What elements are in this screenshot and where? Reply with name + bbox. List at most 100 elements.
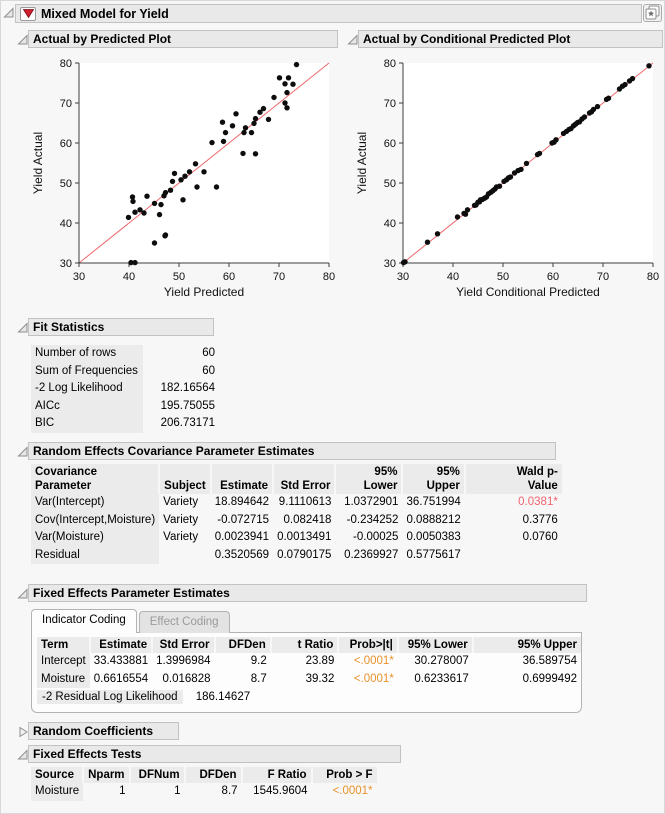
table-cell: Residual	[31, 546, 160, 564]
red-triangle-menu-icon[interactable]	[20, 6, 36, 21]
data-point	[282, 100, 288, 106]
disclosure-open-icon[interactable]	[17, 34, 29, 46]
disclosure-open-icon[interactable]	[347, 34, 359, 46]
y-tick-label: 80	[384, 58, 396, 70]
table-cell: Variety	[163, 513, 199, 526]
identity-line	[78, 62, 330, 264]
table-row: Var(Intercept) Variety 18.894642 9.1110613 1…	[31, 494, 562, 512]
disclosure-open-icon[interactable]	[17, 322, 29, 334]
data-point	[129, 194, 136, 200]
column-header: Nparm	[82, 767, 130, 783]
data-point	[240, 150, 246, 157]
table-cell: 182.16564	[160, 382, 215, 395]
data-point	[464, 207, 471, 213]
x-axis-label: Yield Conditional Predicted	[456, 285, 600, 299]
data-point	[128, 259, 134, 266]
data-point	[125, 214, 132, 221]
y-tick-label: 80	[60, 58, 72, 70]
data-point	[284, 89, 290, 96]
bookmark-window-icon[interactable]	[643, 4, 662, 22]
table-cell: 0.3520569	[214, 548, 270, 561]
data-point	[523, 160, 530, 167]
table-cell: Variety	[163, 496, 199, 509]
data-point	[271, 94, 277, 101]
data-point	[194, 184, 200, 190]
data-point	[285, 75, 292, 81]
x-tick-label: 50	[173, 271, 185, 283]
table-cell: 0.6616554	[93, 672, 149, 685]
table-cell: Moisture	[37, 670, 90, 688]
x-tick-label: 40	[447, 271, 459, 283]
table-cell: 23.89	[305, 655, 335, 668]
table-cell: 36.589754	[522, 655, 577, 668]
table-cell: Moisture	[31, 783, 84, 801]
table-cell: 0.0790175	[277, 548, 332, 561]
residual-log-likelihood-value: 186.14627	[195, 691, 251, 703]
data-point	[248, 129, 255, 136]
column-header: t Ratio	[269, 637, 339, 653]
column-header: Term	[37, 637, 90, 653]
table-row: Intercept 33.433881 1.3996984 9.2 23.89 <.000…	[37, 653, 581, 671]
table-cell: Var(Intercept)	[31, 494, 160, 512]
table-cell: -0.00025	[353, 531, 399, 544]
table-cell: 206.73171	[160, 417, 215, 430]
disclosure-open-icon[interactable]	[17, 446, 29, 458]
table-cell: 0.0050383	[406, 531, 461, 544]
tab-indicator-coding[interactable]: Indicator Coding	[31, 609, 137, 633]
disclosure-open-icon[interactable]	[17, 588, 29, 600]
table-cell: 0.0760	[522, 531, 558, 544]
disclosure-open-icon[interactable]	[17, 749, 29, 761]
data-point	[507, 174, 514, 180]
disclosure-closed-icon[interactable]	[17, 726, 29, 738]
data-point	[132, 259, 138, 266]
fixed-effects-estimates-table: Term Estimate Std Error DFDen t Ratio Prob>|t…	[37, 637, 581, 688]
column-header: DFDen	[183, 767, 242, 783]
data-point	[590, 106, 597, 113]
y-tick-label: 60	[60, 138, 72, 150]
table-row: AICc 195.75055	[31, 397, 219, 415]
disclosure-open-icon[interactable]	[3, 7, 15, 19]
table-cell: 60	[202, 364, 215, 377]
tab-effect-coding[interactable]: Effect Coding	[138, 611, 230, 633]
data-point	[646, 63, 652, 69]
column-header: Std Error	[272, 464, 336, 494]
table-header-row: Term Estimate Std Error DFDen t Ratio Prob>|t…	[37, 637, 581, 653]
table-row: Moisture 1 1 8.7 1545.9604 <.0001*	[31, 783, 377, 801]
table-cell: 9.2	[250, 655, 267, 668]
table-cell	[465, 547, 562, 565]
data-point	[252, 115, 259, 122]
table-cell: <.0001*	[353, 672, 394, 685]
section-title: Actual by Predicted Plot	[33, 32, 172, 46]
red-triangle-glyph	[22, 9, 34, 18]
table-cell: 0.6233617	[414, 672, 469, 685]
column-header: DFNum	[128, 767, 185, 783]
table-cell: 39.32	[305, 672, 335, 685]
data-point	[132, 209, 138, 215]
data-point	[201, 169, 207, 175]
section-title: Random Coefficients	[33, 724, 154, 738]
table-cell: -0.072715	[217, 513, 270, 526]
actual-by-conditional-predicted-scatter-plot[interactable]: 30 40 50 60 70 80 30 40 50 60 70 80 Yield Conditiona…	[353, 53, 665, 303]
table-cell: 195.75055	[160, 399, 215, 412]
section-title: Fixed Effects Tests	[33, 747, 142, 761]
actual-by-predicted-scatter-plot[interactable]: 30 40 50 60 70 80 30 40 50 60 70 80 Yield Predicted Y…	[29, 53, 341, 303]
y-axis-label: Yield Actual	[31, 132, 45, 194]
x-tick-label: 30	[73, 271, 85, 283]
table-cell: 0.5775617	[406, 548, 461, 561]
table-cell: 0.0023941	[214, 531, 270, 544]
data-point	[169, 178, 176, 185]
data-point	[252, 151, 259, 157]
table-cell: <.0001*	[332, 785, 373, 798]
data-point	[182, 173, 188, 179]
data-point	[156, 211, 163, 218]
column-header: 95% Upper	[471, 637, 581, 653]
table-cell: -2 Log Likelihood	[31, 380, 143, 398]
table-cell: 0.0888212	[406, 513, 461, 526]
data-point	[167, 187, 174, 193]
data-point	[130, 198, 136, 205]
data-point	[180, 197, 186, 203]
fixed-effects-tests-table: Source Nparm DFNum DFDen F Ratio Prob > F Mois…	[31, 767, 377, 801]
data-point	[151, 200, 158, 207]
table-row: Sum of Frequencies 60	[31, 362, 219, 380]
